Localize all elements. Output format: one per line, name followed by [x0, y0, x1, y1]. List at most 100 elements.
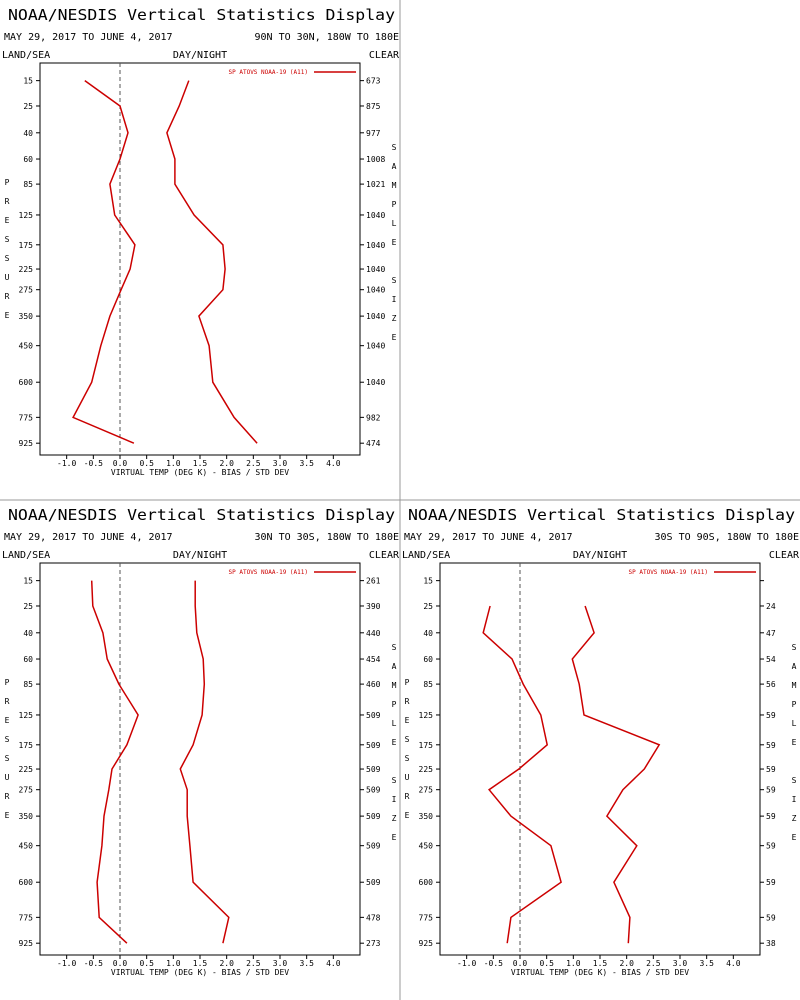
- y-tick-label: 925: [19, 439, 34, 448]
- y-tick-label: 175: [19, 241, 34, 250]
- y-tick-label: 775: [419, 913, 434, 922]
- sample-size: 454: [366, 655, 381, 664]
- sample-size: 38: [766, 939, 776, 948]
- x-tick-label: 3.5: [699, 959, 714, 968]
- sample-size: 509: [366, 812, 381, 821]
- land-sea: LAND/SEA: [2, 50, 50, 61]
- title: NOAA/NESDIS Vertical Statistics Display: [8, 6, 395, 24]
- sample-size: 54: [766, 655, 776, 664]
- land-sea: LAND/SEA: [2, 550, 50, 561]
- sample-size: 59: [766, 786, 776, 795]
- plot-frame: [39, 562, 361, 956]
- y-tick-label: 25: [23, 102, 33, 111]
- x-tick-label: 0.5: [139, 459, 154, 468]
- plot-frame: [39, 62, 361, 456]
- y-tick-label: 60: [23, 155, 33, 164]
- date-range: MAY 29, 2017 TO JUNE 4, 2017: [4, 32, 173, 43]
- y-tick-label: 350: [419, 812, 434, 821]
- sample-size: 478: [366, 913, 381, 922]
- sample-size: 440: [366, 629, 381, 638]
- sample-size: 59: [766, 878, 776, 887]
- sample-size: 982: [366, 413, 381, 422]
- y-tick-label: 775: [19, 413, 34, 422]
- y-tick-label: 225: [19, 765, 34, 774]
- region: 30S TO 90S, 180W TO 180E: [655, 532, 800, 543]
- y-tick-label: 85: [23, 680, 33, 689]
- sample-size: 1040: [366, 286, 385, 295]
- bias-line: [72, 79, 136, 444]
- x-tick-label: -1.0: [57, 459, 76, 468]
- y-tick-label: 775: [19, 913, 34, 922]
- sample-size: 509: [366, 741, 381, 750]
- sample-size: 59: [766, 842, 776, 851]
- y-tick-label: 25: [23, 602, 33, 611]
- sample-size: 1040: [366, 342, 385, 351]
- x-tick-label: 0.0: [513, 959, 528, 968]
- x-axis-label: VIRTUAL TEMP (DEG K) - BIAS / STD DEV: [111, 968, 289, 977]
- y2-axis-label: SAMPLE SIZE: [790, 643, 799, 852]
- x-tick-label: 3.0: [273, 959, 288, 968]
- y-tick-label: 15: [423, 577, 433, 586]
- y-tick-label: 85: [23, 180, 33, 189]
- std-dev-line: [179, 580, 230, 944]
- clear: CLEAR: [369, 50, 400, 61]
- clear: CLEAR: [369, 550, 400, 561]
- x-tick-label: 0.5: [539, 959, 554, 968]
- date-range: MAY 29, 2017 TO JUNE 4, 2017: [4, 532, 173, 543]
- bias-line: [482, 605, 562, 944]
- sample-size: 24: [766, 602, 776, 611]
- y-tick-label: 450: [419, 842, 434, 851]
- x-axis-label: VIRTUAL TEMP (DEG K) - BIAS / STD DEV: [511, 968, 689, 977]
- y-tick-label: 15: [23, 77, 33, 86]
- x-tick-label: -0.5: [84, 459, 103, 468]
- sample-size: 59: [766, 913, 776, 922]
- sample-size: 509: [366, 711, 381, 720]
- y-tick-label: 175: [419, 741, 434, 750]
- y2-axis-label: SAMPLE SIZE: [390, 143, 399, 352]
- x-tick-label: 2.5: [246, 459, 261, 468]
- y-tick-label: 125: [19, 711, 34, 720]
- y-tick-label: 925: [419, 939, 434, 948]
- x-tick-label: 1.0: [166, 459, 181, 468]
- y-tick-label: 40: [423, 629, 433, 638]
- y2-axis-label: SAMPLE SIZE: [390, 643, 399, 852]
- x-tick-label: 0.5: [139, 959, 154, 968]
- x-tick-label: 2.0: [219, 459, 234, 468]
- std-dev-line: [571, 605, 661, 944]
- y-tick-label: 450: [19, 842, 34, 851]
- x-tick-label: -1.0: [57, 959, 76, 968]
- legend-label: SP ATOVS NOAA-19 (A11): [229, 569, 308, 576]
- sample-size: 1021: [366, 180, 385, 189]
- day-night: DAY/NIGHT: [173, 550, 227, 561]
- y-axis-label: PRESSURE: [3, 178, 12, 330]
- day-night: DAY/NIGHT: [173, 50, 227, 61]
- sample-size: 59: [766, 741, 776, 750]
- x-tick-label: -1.0: [457, 959, 476, 968]
- sample-size: 1040: [366, 265, 385, 274]
- y-tick-label: 60: [423, 655, 433, 664]
- sample-size: 460: [366, 680, 381, 689]
- sample-size: 509: [366, 786, 381, 795]
- sample-size: 673: [366, 77, 381, 86]
- y-tick-label: 40: [23, 129, 33, 138]
- x-tick-label: 3.5: [299, 959, 314, 968]
- y-tick-label: 125: [419, 711, 434, 720]
- x-tick-label: 1.0: [166, 959, 181, 968]
- sample-size: 474: [366, 439, 381, 448]
- legend-label: SP ATOVS NOAA-19 (A11): [229, 69, 308, 76]
- y-tick-label: 600: [419, 878, 434, 887]
- sample-size: 59: [766, 765, 776, 774]
- date-range: MAY 29, 2017 TO JUNE 4, 2017: [404, 532, 573, 543]
- region: 30N TO 30S, 180W TO 180E: [255, 532, 400, 543]
- x-tick-label: 4.0: [326, 959, 341, 968]
- x-tick-label: 1.5: [193, 459, 208, 468]
- x-tick-label: 2.5: [246, 959, 261, 968]
- sample-size: 261: [366, 577, 381, 586]
- y-tick-label: 225: [19, 265, 34, 274]
- panel: NOAA/NESDIS Vertical Statistics Display M…: [2, 506, 400, 977]
- std-dev-line: [166, 80, 258, 444]
- sample-size: 1040: [366, 378, 385, 387]
- x-tick-label: -0.5: [84, 959, 103, 968]
- sample-size: 273: [366, 939, 381, 948]
